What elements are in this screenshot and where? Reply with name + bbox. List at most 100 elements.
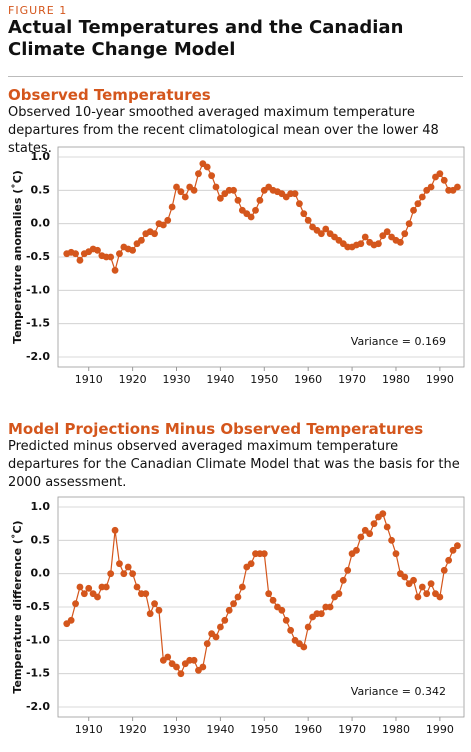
data-line xyxy=(66,162,458,273)
data-point xyxy=(366,530,374,538)
data-point xyxy=(181,193,189,201)
data-point xyxy=(326,603,334,611)
data-point xyxy=(317,610,325,618)
data-point xyxy=(80,590,88,598)
data-point xyxy=(317,230,325,238)
y-tick-label: 0.5 xyxy=(31,533,51,546)
data-point xyxy=(322,225,330,233)
data-point xyxy=(414,200,422,208)
data-point xyxy=(76,256,84,264)
data-point xyxy=(440,566,448,574)
x-tick-label: 1960 xyxy=(294,373,322,386)
data-point xyxy=(339,576,347,584)
data-point xyxy=(383,523,391,531)
data-point xyxy=(173,183,180,191)
data-point xyxy=(282,616,290,624)
x-tick-label: 1980 xyxy=(382,723,410,736)
data-point xyxy=(151,600,158,608)
data-point xyxy=(247,213,255,221)
y-axis-label: Temperature anomalies (˚C) xyxy=(11,170,24,344)
data-point xyxy=(401,230,409,238)
data-point xyxy=(155,606,163,614)
data-point xyxy=(107,253,115,261)
data-point xyxy=(164,653,172,661)
data-point xyxy=(212,183,220,191)
x-tick-label: 1930 xyxy=(163,723,191,736)
data-point xyxy=(454,542,461,550)
data-point xyxy=(72,250,79,258)
data-point xyxy=(260,550,268,558)
x-tick-label: 1940 xyxy=(206,723,234,736)
y-tick-label: 1.0 xyxy=(31,500,51,513)
data-point xyxy=(256,196,264,204)
y-axis-label: Temperature difference (˚C) xyxy=(11,520,24,693)
data-point xyxy=(217,623,224,631)
data-point xyxy=(199,663,207,671)
data-point xyxy=(396,238,404,246)
data-point xyxy=(124,563,132,571)
chart-subtitle: Observed 10-year smoothed averaged maxim… xyxy=(8,105,439,156)
data-point xyxy=(269,596,277,604)
y-tick-label: -2.0 xyxy=(26,700,50,713)
x-tick-label: 1940 xyxy=(206,373,234,386)
figure-label: FIGURE 1 xyxy=(8,4,68,17)
x-tick-label: 1950 xyxy=(250,373,278,386)
data-point xyxy=(423,590,431,598)
data-point xyxy=(392,550,400,558)
data-point xyxy=(370,520,378,528)
data-point xyxy=(379,232,387,240)
data-point xyxy=(168,203,176,211)
data-point xyxy=(195,170,202,178)
data-point xyxy=(116,250,123,258)
data-point xyxy=(203,163,211,171)
data-point xyxy=(401,573,409,581)
data-point xyxy=(142,590,150,598)
y-tick-label: -0.5 xyxy=(26,600,50,613)
separator xyxy=(8,76,463,77)
data-point xyxy=(418,193,426,201)
data-point xyxy=(116,560,123,568)
data-point xyxy=(410,576,417,584)
data-point xyxy=(304,216,312,224)
data-point xyxy=(67,616,75,624)
y-tick-label: -1.0 xyxy=(26,283,50,296)
data-point xyxy=(190,186,198,194)
data-point xyxy=(94,246,101,254)
y-tick-label: 0.0 xyxy=(31,217,51,230)
data-point xyxy=(344,566,352,574)
data-point xyxy=(111,526,119,534)
data-point xyxy=(252,206,259,214)
figure-title: Actual Temperatures and the Canadian Cli… xyxy=(8,17,404,60)
chart-title: Observed Temperatures xyxy=(8,86,211,104)
x-tick-label: 1910 xyxy=(75,373,103,386)
data-point xyxy=(133,583,141,591)
data-point xyxy=(173,663,180,671)
data-point xyxy=(208,172,216,180)
y-tick-label: -0.5 xyxy=(26,250,50,263)
x-tick-label: 1950 xyxy=(250,723,278,736)
data-point xyxy=(287,626,295,634)
data-point xyxy=(164,216,172,224)
y-tick-label: -1.5 xyxy=(26,667,50,680)
data-point xyxy=(436,170,444,178)
data-point xyxy=(454,183,461,191)
y-tick-label: -2.0 xyxy=(26,350,50,363)
data-point xyxy=(335,590,343,598)
chart: -2.0 -1.5 -1.0 -0.5 0.0 0.5 1.0 1910 1920 1930 194… xyxy=(11,146,465,386)
data-point xyxy=(291,190,299,198)
data-point xyxy=(405,220,413,228)
x-tick-label: 1960 xyxy=(294,723,322,736)
data-point xyxy=(190,656,198,664)
data-point xyxy=(177,670,185,678)
data-point xyxy=(300,210,308,218)
data-point xyxy=(353,546,360,554)
data-point xyxy=(94,593,101,601)
x-tick-label: 1910 xyxy=(75,723,103,736)
data-point xyxy=(137,236,145,244)
chart: -2.0 -1.5 -1.0 -0.5 0.0 0.5 1.0 1910 1920 1930 194… xyxy=(11,496,465,736)
data-point xyxy=(440,176,448,184)
y-tick-label: -1.0 xyxy=(26,633,50,646)
x-tick-label: 1990 xyxy=(426,723,454,736)
x-tick-label: 1970 xyxy=(338,723,366,736)
data-point xyxy=(225,606,233,614)
